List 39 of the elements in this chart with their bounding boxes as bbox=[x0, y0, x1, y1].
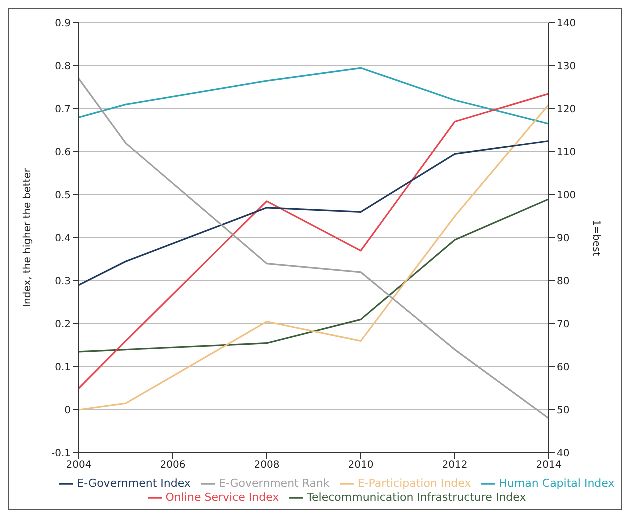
y-axis-title: Index, the higher the better bbox=[22, 168, 34, 308]
y-tick-label: 0.7 bbox=[55, 104, 71, 116]
y2-tick-label: 110 bbox=[557, 148, 576, 159]
y2-tick-label: 40 bbox=[557, 448, 570, 460]
y-tick-label: 0.8 bbox=[55, 62, 71, 73]
legend-label: E-Participation Index bbox=[358, 477, 472, 490]
y-tick-label: 0.2 bbox=[55, 320, 71, 331]
y2-tick-label: 90 bbox=[557, 234, 570, 245]
line-series bbox=[79, 140, 549, 286]
y2-tick-label: 70 bbox=[557, 320, 570, 331]
x-tick-label: 2010 bbox=[348, 460, 374, 472]
y-tick-label: 0 bbox=[64, 406, 71, 417]
y-tick-label: 0.4 bbox=[55, 234, 71, 245]
y2-tick-label: 50 bbox=[557, 406, 570, 417]
y-tick-label: 0.1 bbox=[55, 362, 71, 374]
legend-label: Telecommunication Infrastructure Index bbox=[307, 491, 526, 504]
line-series bbox=[79, 67, 549, 125]
y-tick-label: -0.1 bbox=[51, 448, 71, 460]
y-tick-label: 0.6 bbox=[55, 148, 71, 159]
y2-tick-label: 100 bbox=[557, 190, 576, 202]
y2-tick-label: 140 bbox=[557, 18, 576, 30]
x-tick-label: 2014 bbox=[536, 460, 562, 472]
y2-axis-title: 1=best bbox=[590, 220, 602, 256]
line-series bbox=[79, 198, 549, 353]
legend-label: E-Government Index bbox=[77, 477, 191, 490]
y-tick-label: 0.3 bbox=[55, 276, 71, 288]
y-tick-label: 0.9 bbox=[55, 18, 71, 30]
y2-tick-label: 120 bbox=[557, 104, 576, 116]
legend-label: Human Capital Index bbox=[499, 477, 615, 490]
x-tick-label: 2006 bbox=[160, 460, 186, 472]
x-tick-label: 2004 bbox=[66, 460, 92, 472]
y2-tick-label: 60 bbox=[557, 362, 570, 374]
y2-tick-label: 80 bbox=[557, 276, 570, 288]
y2-tick-label: 130 bbox=[557, 62, 576, 73]
x-tick-label: 2012 bbox=[442, 460, 468, 472]
y-tick-label: 0.5 bbox=[55, 190, 71, 202]
x-tick-label: 2008 bbox=[254, 460, 280, 472]
legend-label: Online Service Index bbox=[166, 491, 280, 504]
legend-label: E-Government Rank bbox=[218, 477, 330, 490]
